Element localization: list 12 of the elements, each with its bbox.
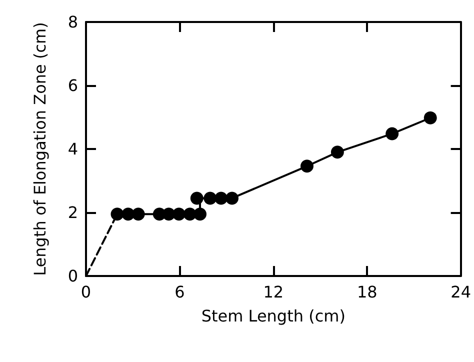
y-tick-label: 2: [68, 203, 78, 222]
y-tick-label: 4: [68, 140, 78, 158]
x-tick-label: 18: [356, 282, 378, 302]
y-tick-label: 0: [68, 266, 78, 286]
x-axis-title: Stem Length (cm): [201, 306, 346, 326]
x-tick-label: 24: [450, 282, 471, 302]
y-axis-title: Length of Elongation Zone (cm): [30, 22, 50, 276]
x-tick-label: 12: [263, 282, 284, 302]
x-tick-label: 0: [80, 282, 92, 302]
y-tick-label: 8: [68, 12, 78, 32]
x-tick-label: 6: [174, 282, 185, 302]
y-tick-label: 6: [68, 76, 78, 95]
